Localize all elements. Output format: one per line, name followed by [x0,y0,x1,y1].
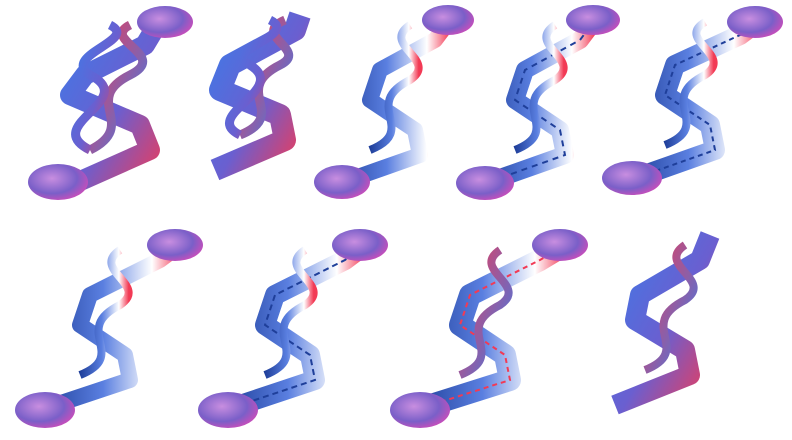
dragon-head [314,165,370,199]
dragon-head [332,229,388,261]
dragon-head [532,229,588,261]
ribbon-body [55,14,169,200]
rope-twist [479,19,596,186]
helix-strand [663,18,718,149]
panel-4-rope-dragon [450,0,620,210]
rope-dragon-figure [390,229,588,428]
dragon-head [147,229,203,261]
dragon-head [137,6,193,38]
tube-body [332,15,457,193]
dragon-head [422,5,474,35]
dragon-head [566,5,620,35]
panel-3-tube-dragon [310,0,475,210]
panel-2-ribbon [200,0,320,200]
rope-twist [224,244,366,411]
helix-strand [71,20,122,155]
panel-1-ribbon-dragon [20,0,195,210]
rope-body [626,12,766,190]
tube-body [37,238,185,418]
panel-7-rope-dragon [190,220,390,435]
tube-dragon-figure [15,229,203,428]
rope-dragon-figure [456,5,620,200]
helix-strand [458,246,513,379]
dragon-head [727,6,783,38]
dragon-head [456,166,514,200]
tube-dragon-figure [314,5,474,199]
panel-8-rope-dragon [380,220,590,435]
rope-dragon-figure [602,6,783,195]
ribbon-body [611,231,720,415]
dragon-head [198,392,258,428]
ribbon-body [209,11,311,181]
dragon-head [602,161,662,195]
ribbon-dragon-figure [28,6,193,200]
helix-strand [78,246,133,379]
dragon-head [28,164,88,200]
rope-dragon-figure [198,229,388,428]
helix-strand [643,241,698,374]
helix-strand [368,21,423,154]
panel-6-tube-dragon [10,220,210,435]
panel-5-rope-dragon [590,0,790,210]
ribbon-figure [209,11,311,181]
dragon-head [15,392,75,428]
dragon-head [390,392,450,428]
helix-strand [513,21,568,154]
rope-twist [414,244,566,411]
helix-strand [225,15,282,140]
ribbon-figure [611,231,720,415]
helix-strand [87,20,148,155]
panel-9-ribbon [595,220,725,420]
helix-strand [263,246,318,379]
